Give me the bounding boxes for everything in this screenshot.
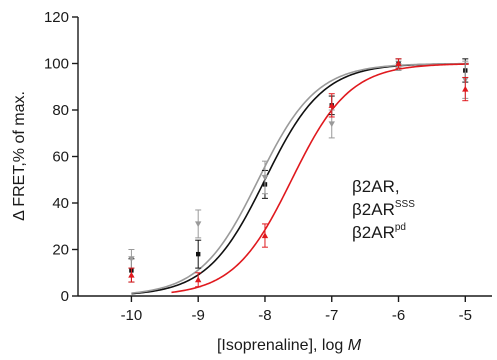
data-point-series-2 [462, 85, 469, 92]
data-point-series-0 [195, 251, 201, 257]
data-point-series-2 [261, 232, 269, 239]
y-tick-label: 100 [44, 56, 69, 73]
legend-item-2: β2ARpd [352, 222, 406, 242]
y-tick-label: 80 [52, 102, 69, 119]
y-tick-label: 120 [44, 9, 69, 26]
x-axis-title: [Isoprenaline], log M [217, 337, 362, 354]
axes: 0 20 40 60 80 100 120 -10 -9 -8 -7 -6 -5 [44, 9, 492, 324]
y-axis-title: Δ FRET,% of max. [11, 91, 28, 221]
data-point-series-2 [328, 102, 335, 108]
legend: β2AR, β2ARSSS β2ARpd [352, 177, 415, 242]
x-tick-label: -8 [258, 307, 271, 324]
fit-curve-series-1 [131, 62, 469, 294]
data-point-series-2 [128, 271, 135, 278]
x-tick-label: -10 [121, 307, 143, 324]
x-tick-label: -9 [192, 307, 205, 324]
data-points [128, 58, 469, 288]
fit-curve-series-0 [131, 62, 469, 295]
legend-item-1: β2ARSSS [352, 199, 415, 219]
y-tick-label: 0 [61, 288, 69, 305]
data-point-series-1 [261, 174, 269, 181]
data-point-series-2 [395, 60, 402, 67]
data-point-series-1 [328, 121, 335, 128]
x-tick-label: -5 [459, 307, 472, 324]
x-tick-label: -6 [392, 307, 405, 324]
x-tick-label: -7 [325, 307, 338, 324]
data-point-series-1 [128, 256, 135, 262]
legend-item-0: β2AR, [352, 177, 400, 196]
data-point-series-1 [194, 221, 202, 228]
y-tick-label: 60 [52, 149, 69, 166]
y-tick-label: 20 [52, 242, 69, 259]
data-point-series-2 [194, 276, 202, 283]
y-tick-label: 40 [52, 195, 69, 212]
fit-curves [131, 62, 469, 295]
fit-curve-series-2 [171, 63, 469, 294]
